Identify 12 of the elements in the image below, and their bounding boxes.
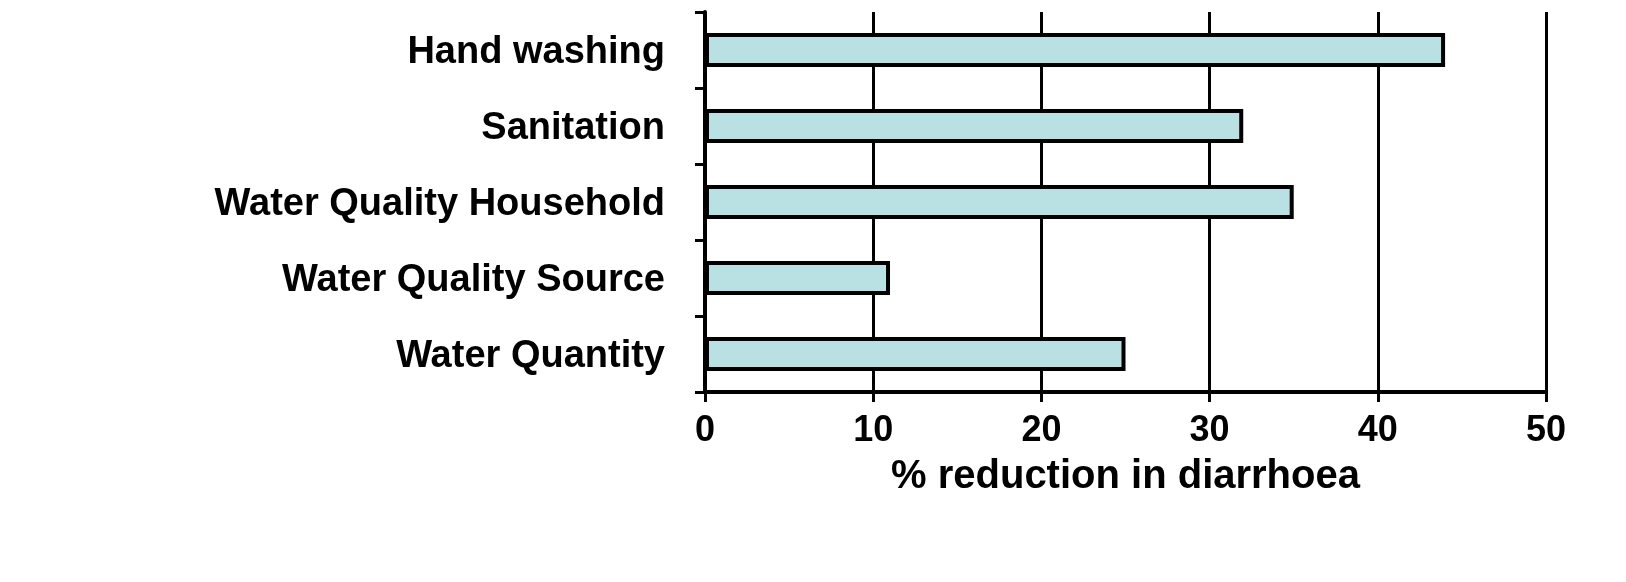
y-tick-label: Water Quality Household bbox=[214, 181, 665, 223]
x-tick-label: 40 bbox=[1357, 407, 1398, 449]
x-tick-label: 30 bbox=[1189, 407, 1230, 449]
x-tick-label: 50 bbox=[1525, 407, 1567, 449]
y-tick-label: Water Quality Source bbox=[282, 257, 665, 299]
x-tick-label: 20 bbox=[1021, 407, 1062, 449]
y-tick-label: Water Quantity bbox=[396, 333, 665, 375]
y-tick-label: Hand washing bbox=[407, 29, 665, 71]
x-axis-title: % reduction in diarrhoea bbox=[891, 452, 1361, 496]
x-tick-label: 10 bbox=[853, 407, 894, 449]
y-tick-label: Sanitation bbox=[481, 105, 665, 147]
x-tick-label: 0 bbox=[694, 407, 716, 449]
